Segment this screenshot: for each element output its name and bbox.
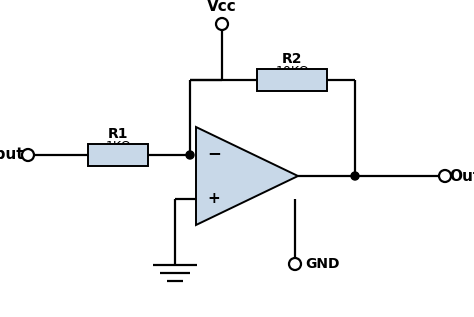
Polygon shape [196,127,298,225]
Text: −: − [207,145,221,162]
Circle shape [439,170,451,182]
Bar [257,69,328,91]
Circle shape [216,18,228,30]
Circle shape [186,151,194,159]
Text: R2: R2 [282,52,303,66]
Text: GND: GND [305,257,339,271]
Text: +: + [208,191,220,206]
Circle shape [22,149,34,161]
Text: Output: Output [449,169,474,184]
Circle shape [289,258,301,270]
Text: R1: R1 [108,127,128,141]
Circle shape [351,172,359,180]
Bar [88,144,148,166]
Text: Vcc: Vcc [207,0,237,14]
Text: 1KΩ: 1KΩ [105,140,131,153]
Text: 10KΩ: 10KΩ [276,65,310,78]
Text: Input: Input [0,147,24,163]
